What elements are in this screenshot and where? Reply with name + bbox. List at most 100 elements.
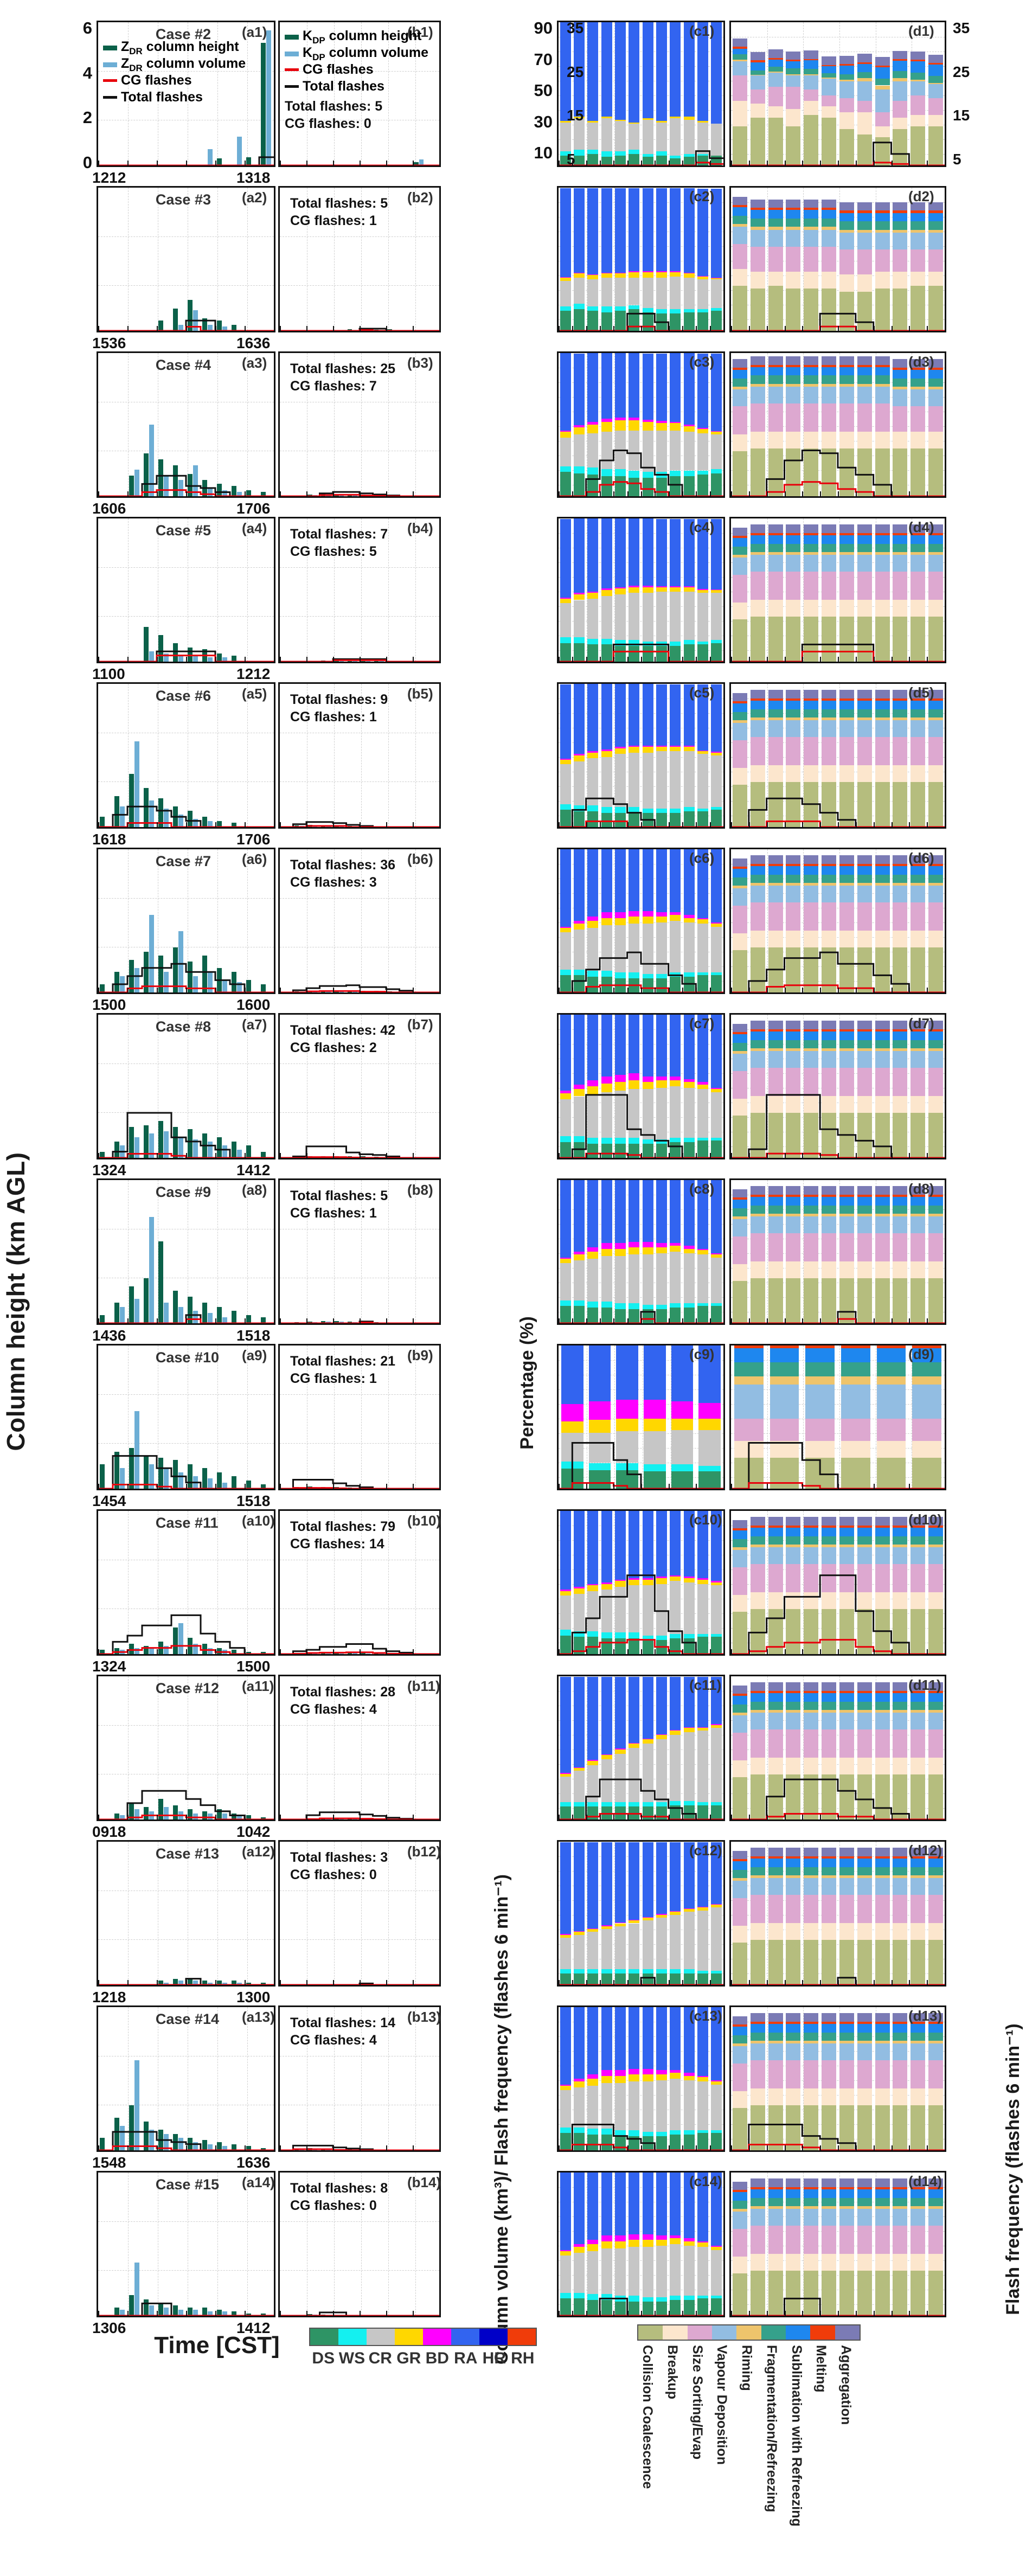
axis-tick-x	[820, 1153, 822, 1158]
axis-tick-x	[655, 657, 656, 662]
axis-tick-x	[157, 988, 158, 992]
process-swatch-6	[785, 2325, 811, 2340]
grid-line-horizontal	[731, 125, 945, 126]
stacked-bar	[910, 22, 926, 165]
plot-area-a	[98, 518, 274, 662]
axis-tick-x	[215, 491, 216, 496]
hydro-swatch-WS	[338, 2329, 367, 2345]
grid-line-vertical	[388, 22, 389, 165]
plot-area-c	[559, 353, 723, 496]
plot-area-c	[559, 1511, 723, 1654]
axis-tick-x	[386, 2145, 387, 2150]
axis-tick-x	[613, 2145, 615, 2150]
axis-tick-x	[873, 988, 875, 992]
axis-tick-x	[784, 326, 786, 331]
grid-line-horizontal	[731, 290, 945, 291]
grid-line-horizontal	[559, 110, 723, 111]
axis-tick-x	[413, 1484, 414, 1489]
axis-tick-x	[784, 161, 786, 165]
plot-area-c	[559, 188, 723, 331]
step-line	[98, 325, 274, 331]
panel-tag-d: (d4)	[908, 519, 934, 535]
stack-seg	[697, 188, 709, 276]
axis-tick-x	[215, 988, 216, 992]
axis-tick-x	[600, 2145, 601, 2150]
grid-line-horizontal	[731, 305, 945, 306]
stack-seg	[732, 196, 747, 206]
plot-area-a	[98, 1842, 274, 1985]
stack-seg	[629, 271, 640, 272]
axis-tick-x	[280, 1153, 281, 1158]
stack-seg	[822, 289, 837, 331]
stack-seg	[875, 67, 890, 79]
axis-tick-x	[627, 657, 629, 662]
plot-area-d	[731, 2007, 945, 2150]
axis-tick-x	[186, 988, 187, 992]
axis-tick-x	[245, 657, 246, 662]
axis-tick-x	[682, 1318, 683, 1323]
axis-tick-x	[613, 1318, 615, 1323]
axis-tick-x	[855, 491, 857, 496]
total-flashes-label: Total flashes: 42	[290, 1023, 396, 1038]
step-line	[559, 651, 723, 662]
axis-tick-x	[909, 1318, 910, 1323]
axis-tick-x	[655, 491, 656, 496]
panel-tag-b: (b3)	[407, 355, 433, 371]
stack-seg	[711, 279, 722, 308]
stack-seg	[786, 109, 801, 126]
stacked-bar	[614, 188, 626, 331]
axis-tick-x	[333, 161, 334, 165]
panel-tag-a: (a1)	[242, 24, 267, 40]
stack-seg	[857, 210, 872, 213]
stack-seg	[656, 151, 668, 156]
axis-tick-x	[127, 1649, 129, 1654]
stack-seg	[893, 81, 908, 101]
axis-tick-x	[820, 2145, 822, 2150]
step-line	[731, 481, 945, 496]
axis-tick-x	[731, 2145, 732, 2150]
axis-tick-x	[696, 2145, 697, 2150]
axis-tick-x	[98, 1815, 99, 1819]
stack-seg	[928, 54, 944, 63]
y-tick-d: 35	[953, 20, 970, 36]
legend-swatch	[103, 46, 117, 50]
axis-tick-x	[668, 1649, 670, 1654]
axis-tick-x	[784, 2145, 786, 2150]
y-axis-title-right: Flash frequency (flashes 6 min⁻¹)	[1003, 2023, 1023, 2315]
axis-tick-x	[306, 161, 307, 165]
panel-tag-d: (d14)	[908, 2173, 942, 2189]
stack-seg	[614, 311, 626, 331]
axis-tick-x	[641, 657, 642, 662]
stack-seg	[560, 122, 571, 151]
stack-seg	[768, 286, 783, 331]
step-line	[559, 481, 723, 496]
axis-tick-x	[215, 1649, 216, 1654]
case-title: Case #10	[155, 1349, 219, 1366]
x-tick-end: 1412	[236, 2319, 271, 2336]
stack-seg	[875, 272, 890, 289]
grid-line-horizontal	[559, 275, 723, 277]
axis-tick-x	[559, 657, 560, 662]
stack-seg	[601, 157, 612, 165]
stacked-bar	[560, 188, 571, 331]
stack-seg	[670, 271, 681, 272]
stack-seg	[614, 188, 626, 273]
panel-tag-c: (c5)	[689, 684, 715, 701]
step-line	[731, 1482, 945, 1489]
total-flashes-label: Total flashes: 5	[290, 196, 388, 211]
stack-seg	[893, 61, 908, 71]
stack-seg	[804, 208, 819, 210]
grid-line-horizontal	[731, 232, 945, 233]
plot-area-c	[559, 2173, 723, 2316]
stack-seg	[804, 75, 819, 90]
axis-tick-x	[731, 657, 732, 662]
axis-tick-x	[838, 161, 839, 165]
total-flashes-label: Total flashes: 3	[290, 1850, 388, 1865]
axis-tick-x	[709, 1649, 711, 1654]
step-line	[98, 489, 274, 496]
plot-area-d	[731, 518, 945, 662]
legend-label: CG flashes	[121, 73, 192, 88]
hydro-label-GR: GR	[396, 2349, 421, 2367]
axis-tick-x	[245, 1153, 246, 1158]
stacked-bar	[711, 22, 722, 165]
